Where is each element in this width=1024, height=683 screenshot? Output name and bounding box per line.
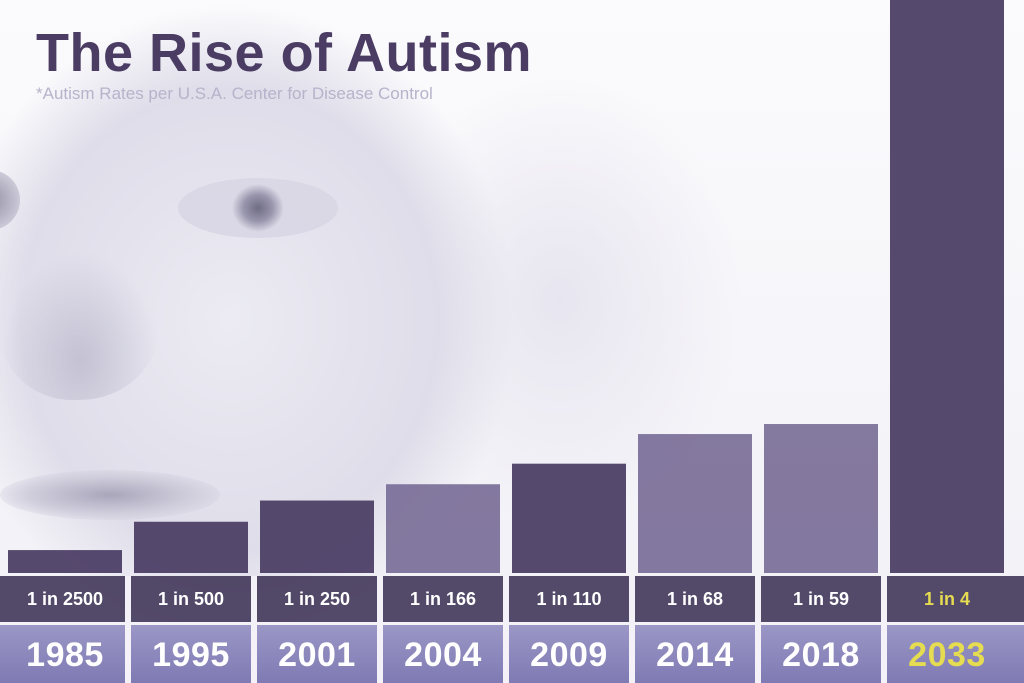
rate-label-2004: 1 in 166 [409, 589, 477, 609]
left-eye [0, 170, 20, 230]
bar-2001 [260, 500, 374, 573]
year-band [0, 624, 1024, 683]
right-eye [178, 178, 338, 238]
band-separator [0, 622, 1024, 625]
year-label-1985: 1985 [26, 636, 104, 674]
column-separator [125, 576, 131, 683]
column-separator [881, 576, 887, 683]
mouth [0, 470, 220, 520]
bar-2009 [512, 463, 626, 573]
column-separator [629, 576, 635, 683]
bar-2018 [764, 424, 878, 573]
year-label-1995: 1995 [152, 636, 230, 674]
year-label-2014: 2014 [656, 636, 734, 674]
chart-title: The Rise of Autism [36, 23, 533, 83]
year-label-2004: 2004 [404, 636, 482, 674]
column-separator [503, 576, 509, 683]
bar-1985 [8, 550, 122, 573]
rate-label-1995: 1 in 500 [157, 589, 225, 609]
bar-2004 [386, 484, 500, 573]
rate-label-2001: 1 in 250 [283, 589, 351, 609]
rate-label-2033: 1 in 4 [923, 589, 971, 609]
year-label-2001: 2001 [278, 636, 356, 674]
rate-band [0, 576, 1024, 622]
year-label-2033: 2033 [908, 636, 986, 674]
column-separator [251, 576, 257, 683]
bar-1995 [134, 521, 248, 573]
rate-label-2009: 1 in 110 [536, 589, 602, 609]
year-label-2009: 2009 [530, 636, 608, 674]
bar-2033 [890, 0, 1004, 573]
chart-subtitle: *Autism Rates per U.S.A. Center for Dise… [36, 84, 433, 103]
rate-label-2014: 1 in 68 [666, 589, 724, 609]
bar-2014 [638, 434, 752, 573]
column-separator [377, 576, 383, 683]
year-label-2018: 2018 [782, 636, 860, 674]
rate-label-1985: 1 in 2500 [26, 589, 104, 609]
rate-label-2018: 1 in 59 [792, 589, 850, 609]
column-separator [755, 576, 761, 683]
nose [0, 250, 160, 400]
